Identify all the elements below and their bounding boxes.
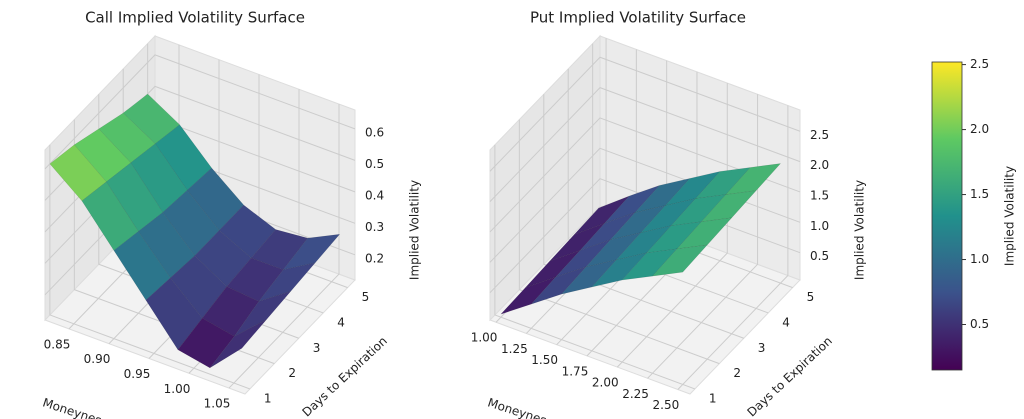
x-tick-label: 1.00 <box>471 331 498 345</box>
y-tick-label: 2 <box>288 366 296 380</box>
z-tick-label: 1.5 <box>810 188 829 202</box>
x-tick-label: 2.25 <box>622 387 649 401</box>
z-tick-label: 0.6 <box>365 125 384 139</box>
z-tick-label: 0.2 <box>365 251 384 265</box>
x-axis-label: Moneyness <box>486 395 554 419</box>
grid-line <box>677 105 789 390</box>
x-tick-label: 2.50 <box>653 398 680 412</box>
grid-line <box>647 94 759 379</box>
z-axis-label: Implied Volatility <box>408 180 422 280</box>
chart-title: Put Implied Volatility Surface <box>530 9 746 27</box>
z-tick-label: 0.4 <box>365 188 384 202</box>
z-axis-label: Implied Volatility <box>853 180 867 280</box>
grid-line <box>49 144 251 390</box>
colorbar-tick-label: 0.5 <box>970 317 989 331</box>
x-tick-label: 0.90 <box>84 352 111 366</box>
y-tick-label: 5 <box>807 290 815 304</box>
z-tick-label: 0.5 <box>365 157 384 171</box>
x-tick-label: 0.85 <box>44 337 71 351</box>
x-tick-label: 1.00 <box>164 382 191 396</box>
z-tick-label: 2.5 <box>810 128 829 142</box>
x-axis-label: Moneyness <box>41 395 109 419</box>
grid-line <box>228 104 340 389</box>
y-tick-label: 4 <box>337 315 345 329</box>
side-pane <box>489 34 601 322</box>
x-tick-label: 0.95 <box>124 367 151 381</box>
y-tick-label: 1 <box>709 391 717 405</box>
y-tick-label: 1 <box>264 391 272 405</box>
colorbar <box>931 61 963 371</box>
grid-line <box>616 83 728 368</box>
z-tick-label: 0.3 <box>365 220 384 234</box>
colorbar-tick-label: 1.5 <box>970 187 989 201</box>
y-tick-label: 2 <box>733 366 741 380</box>
grid-line <box>518 119 720 365</box>
colorbar-tick-label: 2.0 <box>970 122 989 136</box>
chart-title: Call Implied Volatility Surface <box>85 9 305 27</box>
grid-line <box>567 68 769 314</box>
grid-line <box>489 117 801 233</box>
colorbar-tick-label: 2.5 <box>970 57 989 71</box>
x-tick-label: 1.25 <box>501 342 528 356</box>
grid-line <box>489 178 801 294</box>
surface-patch <box>700 190 757 223</box>
grid-line <box>543 94 744 339</box>
grid-line <box>494 144 696 390</box>
grid-line <box>592 43 793 289</box>
z-tick-label: 0.5 <box>810 249 829 263</box>
y-tick-label: 3 <box>758 341 766 355</box>
y-tick-label: 4 <box>782 315 790 329</box>
surface-patch <box>651 244 708 277</box>
x-tick-label: 1.50 <box>531 353 558 367</box>
surface-patch <box>209 319 267 369</box>
colorbar-tick-label: 1.0 <box>970 252 989 266</box>
grid-line <box>44 54 356 170</box>
y-tick-label: 5 <box>362 290 370 304</box>
z-tick-label: 2.0 <box>810 158 829 172</box>
x-tick-label: 1.05 <box>204 397 231 411</box>
grid-line <box>489 87 801 202</box>
z-tick-label: 1.0 <box>810 219 829 233</box>
y-tick-label: 3 <box>313 341 321 355</box>
grid-line <box>489 56 801 172</box>
x-tick-label: 2.00 <box>592 376 619 390</box>
colorbar-label: Implied Volatility <box>1003 166 1017 266</box>
x-tick-label: 1.75 <box>562 364 589 378</box>
